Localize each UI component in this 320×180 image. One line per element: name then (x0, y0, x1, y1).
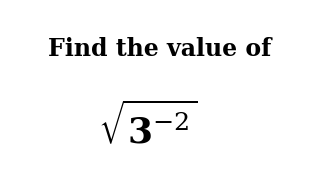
Text: Find the value of: Find the value of (48, 37, 272, 61)
Text: $\sqrt{\mathbf{3}^{-2}}$: $\sqrt{\mathbf{3}^{-2}}$ (98, 102, 197, 150)
